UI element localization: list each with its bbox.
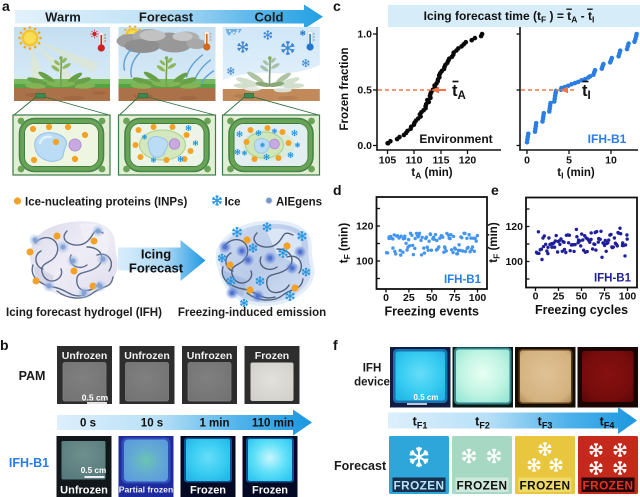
svg-text:Forecast: Forecast: [129, 261, 184, 276]
svg-text:c: c: [333, 0, 341, 14]
svg-text:FROZEN: FROZEN: [520, 479, 571, 493]
svg-text:Icing forecast hydrogel (IFH): Icing forecast hydrogel (IFH): [6, 307, 162, 319]
svg-text:5: 5: [566, 155, 572, 167]
svg-text:Unfrozen: Unfrozen: [187, 350, 233, 362]
svg-text:100: 100: [505, 256, 523, 268]
svg-text:Frozen: Frozen: [252, 485, 288, 497]
svg-text:Freezing cycles: Freezing cycles: [535, 303, 628, 317]
svg-text:Unfrozen: Unfrozen: [124, 350, 170, 362]
svg-text:IFH: IFH: [363, 363, 382, 375]
svg-text:10: 10: [605, 155, 617, 167]
svg-text:d: d: [333, 182, 342, 198]
svg-text:100: 100: [469, 292, 487, 304]
svg-text:Forecast: Forecast: [139, 10, 194, 25]
svg-text:tA (min): tA (min): [411, 167, 452, 181]
svg-text:tI: tI: [582, 82, 591, 102]
svg-text:10 s: 10 s: [141, 418, 163, 430]
svg-text:FROZEN: FROZEN: [394, 479, 445, 493]
svg-text:100: 100: [619, 291, 637, 303]
svg-text:Environment: Environment: [419, 132, 492, 146]
svg-text:0.5 cm: 0.5 cm: [414, 393, 439, 402]
svg-text:Frozen: Frozen: [190, 485, 226, 497]
svg-text:IFH-B1: IFH-B1: [588, 132, 627, 146]
svg-text:100: 100: [356, 256, 374, 268]
svg-text:0: 0: [383, 292, 389, 304]
svg-text:Warm: Warm: [45, 10, 81, 25]
svg-text:110: 110: [406, 155, 423, 167]
svg-text:0.5: 0.5: [357, 85, 372, 97]
svg-text:Unfrozen: Unfrozen: [62, 350, 108, 362]
svg-text:Partial frozen: Partial frozen: [119, 485, 173, 495]
svg-text:AIEgens: AIEgens: [276, 197, 322, 209]
svg-text:Icing forecast time (tF ) = tA: Icing forecast time (tF ) = tA - tI: [424, 9, 595, 25]
svg-text:a: a: [2, 0, 10, 14]
svg-text:f: f: [333, 337, 338, 353]
svg-text:IFH-B1: IFH-B1: [594, 273, 632, 285]
svg-text:tF (min): tF (min): [339, 223, 353, 264]
svg-text:105: 105: [379, 155, 397, 167]
svg-text:25: 25: [553, 291, 565, 303]
svg-text:110 min: 110 min: [252, 418, 294, 430]
svg-text:IFH-B1: IFH-B1: [444, 274, 482, 286]
svg-text:IFH-B1: IFH-B1: [9, 456, 49, 470]
svg-text:0: 0: [533, 291, 539, 303]
svg-text:0 s: 0 s: [80, 418, 96, 430]
svg-text:Icing: Icing: [141, 247, 171, 262]
svg-text:tF (min): tF (min): [488, 222, 502, 263]
svg-text:0: 0: [524, 155, 530, 167]
svg-text:120: 120: [459, 155, 477, 167]
svg-text:Frozen fraction: Frozen fraction: [339, 47, 351, 130]
svg-text:75: 75: [599, 291, 611, 303]
svg-text:50: 50: [426, 292, 438, 304]
svg-text:tI (min): tI (min): [557, 167, 595, 181]
svg-text:0.5 cm: 0.5 cm: [81, 466, 107, 475]
svg-text:device: device: [354, 377, 390, 389]
svg-text:1 min: 1 min: [199, 418, 229, 430]
svg-text:1.0: 1.0: [357, 29, 372, 41]
svg-text:Frozen: Frozen: [255, 350, 289, 362]
svg-text:FROZEN: FROZEN: [583, 479, 634, 493]
svg-text:e: e: [491, 182, 499, 198]
svg-text:Ice-nucleating proteins (INPs): Ice-nucleating proteins (INPs): [25, 197, 187, 209]
svg-text:Freezing-induced emission: Freezing-induced emission: [178, 307, 326, 319]
svg-text:Cold: Cold: [255, 10, 284, 25]
svg-text:120: 120: [505, 221, 523, 233]
svg-text:115: 115: [433, 155, 450, 167]
svg-text:Ice: Ice: [225, 197, 241, 209]
svg-text:120: 120: [356, 221, 374, 233]
svg-text:0.0: 0.0: [357, 140, 372, 152]
svg-text:75: 75: [449, 292, 461, 304]
svg-text:FROZEN: FROZEN: [457, 479, 508, 493]
svg-text:Forecast: Forecast: [334, 459, 387, 473]
svg-text:0.5 cm: 0.5 cm: [82, 393, 109, 403]
svg-text:50: 50: [576, 291, 588, 303]
svg-text:Unfrozen: Unfrozen: [60, 485, 108, 497]
svg-text:25: 25: [403, 292, 415, 304]
svg-text:Freezing events: Freezing events: [385, 305, 480, 319]
svg-text:b: b: [0, 337, 9, 353]
svg-text:PAM: PAM: [19, 369, 46, 383]
